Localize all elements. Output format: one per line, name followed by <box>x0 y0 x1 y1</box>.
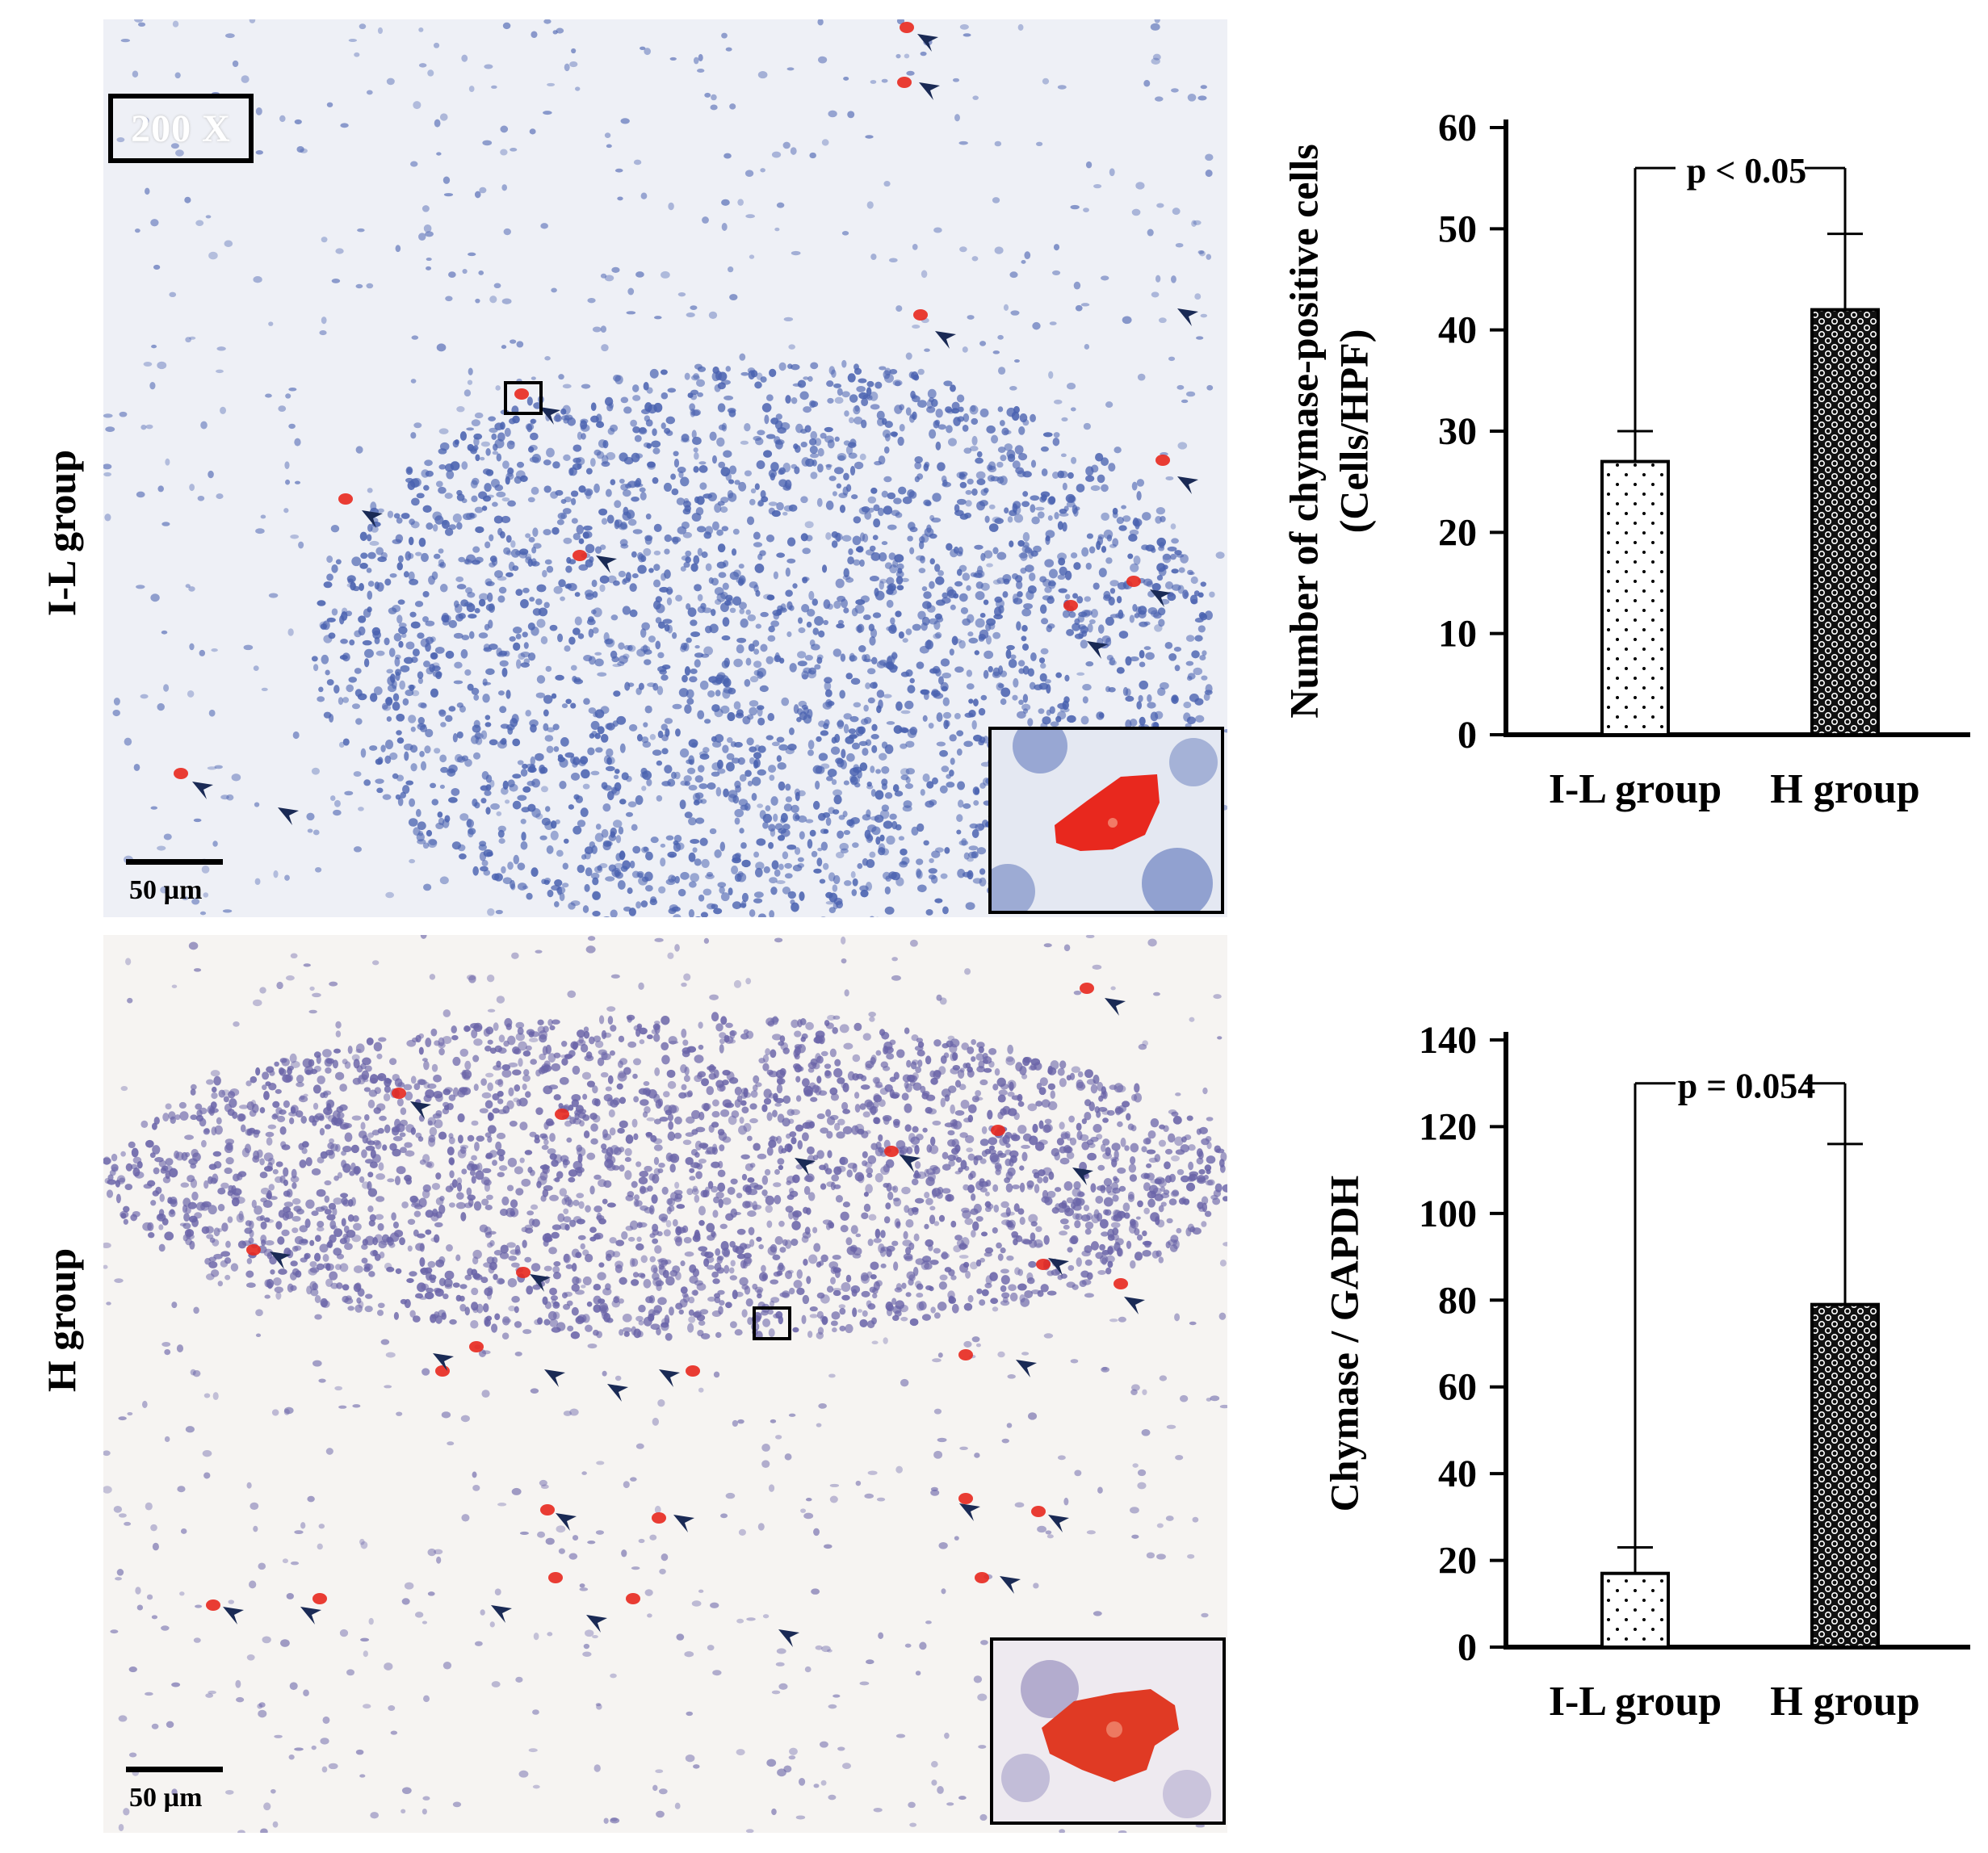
y-tick-label: 20 <box>1438 1540 1477 1583</box>
y-tick-label: 80 <box>1438 1279 1477 1322</box>
arrowhead-icon <box>1177 308 1198 326</box>
arrowhead-icon <box>192 782 213 799</box>
micrograph-il: 200 X 50 µm <box>103 19 1227 917</box>
row-label-h: H group <box>39 1247 84 1393</box>
scale-bar <box>126 859 223 865</box>
inset-cell-image <box>993 1641 1223 1822</box>
y-tick-label: 100 <box>1419 1193 1477 1235</box>
y-tick-label: 40 <box>1438 309 1477 352</box>
y-tick-label: 20 <box>1438 511 1477 554</box>
y-tick-label: 60 <box>1438 107 1477 149</box>
y-tick-label: 140 <box>1419 1019 1477 1062</box>
y-tick-label: 120 <box>1419 1105 1477 1148</box>
bar <box>1810 308 1880 737</box>
arrowhead-icon <box>673 1515 694 1532</box>
arrowhead-icon <box>778 1629 799 1647</box>
arrowhead-icon <box>539 407 560 425</box>
arrowhead-icon <box>1105 998 1126 1016</box>
zoom-marker-box <box>504 381 543 415</box>
x-tick-label: H group <box>1770 766 1919 812</box>
arrowhead-icon <box>1048 1258 1069 1276</box>
zoom-inset <box>988 727 1224 914</box>
stained-cells <box>206 983 1128 1611</box>
zoom-marker-box <box>753 1306 791 1340</box>
arrowhead-icon <box>959 1503 980 1521</box>
bar-chart-cell-count: 0 10 20 30 40 50 60 Number of chymase-positive … <box>1276 73 1986 848</box>
arrowhead-icon <box>270 1251 291 1269</box>
y-tick-label: 40 <box>1438 1453 1477 1495</box>
bar <box>1810 1302 1880 1649</box>
arrowhead-icon <box>300 1607 321 1625</box>
arrowhead-icon <box>1124 1297 1145 1314</box>
arrowhead-icon <box>1072 1168 1093 1185</box>
y-tick-label: 60 <box>1438 1366 1477 1409</box>
arrowhead-icon <box>491 1605 512 1623</box>
y-tick-label: 30 <box>1438 410 1477 453</box>
arrowhead-icon <box>433 1353 454 1371</box>
x-tick-label: H group <box>1770 1679 1919 1725</box>
arrowhead-icon <box>223 1607 244 1625</box>
y-tick-label: 10 <box>1438 613 1477 656</box>
tissue-image-il <box>103 19 1227 917</box>
arrowhead-icon <box>1177 476 1198 494</box>
arrowhead-icon <box>1000 1576 1021 1594</box>
y-tick-label: 0 <box>1457 714 1477 757</box>
arrowhead-icon <box>1150 589 1171 607</box>
arrowhead-icon <box>556 1513 577 1531</box>
arrowhead-icon <box>900 1155 921 1172</box>
arrowhead-icon <box>1016 1360 1037 1377</box>
y-axis-label: Number of chymase-positive cells <box>1281 144 1326 718</box>
row-label-il: I-L group <box>39 449 84 617</box>
arrowhead-icon <box>362 510 383 528</box>
arrowhead-icon <box>596 555 617 573</box>
y-axis-label: (Cells/HPF) <box>1331 329 1376 534</box>
arrowhead-icon <box>410 1101 431 1119</box>
bar-chart-gapdh: 0 20 40 60 80 100 120 140 Chymase / GAPDH I-L gro… <box>1276 985 1986 1760</box>
arrowhead-icon <box>278 807 299 825</box>
x-tick-label: I-L group <box>1549 1679 1722 1725</box>
x-tick-label: I-L group <box>1549 766 1722 812</box>
arrowhead-icon <box>795 1158 816 1176</box>
arrowhead-icon <box>659 1369 680 1387</box>
arrowhead-icon <box>919 82 940 100</box>
arrowhead-icon <box>544 1369 565 1387</box>
arrowhead-icon <box>917 34 938 52</box>
y-axis-label: Chymase / GAPDH <box>1321 1176 1366 1512</box>
arrowhead-icon <box>1087 641 1108 659</box>
chart-svg: 0 10 20 30 40 50 60 Number of chymase-positive … <box>1281 107 1970 812</box>
chart-svg: 0 20 40 60 80 100 120 140 Chymase / GAPDH I-L gro… <box>1321 1019 1970 1725</box>
p-value-annotation: p < 0.05 <box>1687 151 1807 191</box>
arrowhead-icon <box>607 1384 628 1402</box>
y-tick-label: 50 <box>1438 208 1477 250</box>
arrowhead-icon <box>530 1274 551 1292</box>
bar <box>1600 1571 1670 1650</box>
scale-label: 50 µm <box>129 1783 203 1813</box>
magnification-label: 200 X <box>108 94 254 163</box>
micrograph-h: 50 µm <box>103 935 1227 1833</box>
zoom-inset <box>990 1637 1226 1825</box>
scale-label: 50 µm <box>129 875 203 905</box>
y-tick-label: 0 <box>1457 1626 1477 1669</box>
bar <box>1600 459 1670 736</box>
arrowhead-icon <box>1048 1515 1069 1532</box>
arrowhead-icon <box>586 1615 607 1633</box>
nuclei-layer <box>103 19 1227 917</box>
inset-cell-image <box>992 730 1221 911</box>
arrowhead-icon <box>935 331 956 349</box>
arrowheads <box>192 34 1198 825</box>
stained-cells <box>174 22 1170 779</box>
p-value-annotation: p = 0.054 <box>1678 1067 1816 1106</box>
arrowheads <box>223 998 1145 1647</box>
scale-bar <box>126 1767 223 1772</box>
